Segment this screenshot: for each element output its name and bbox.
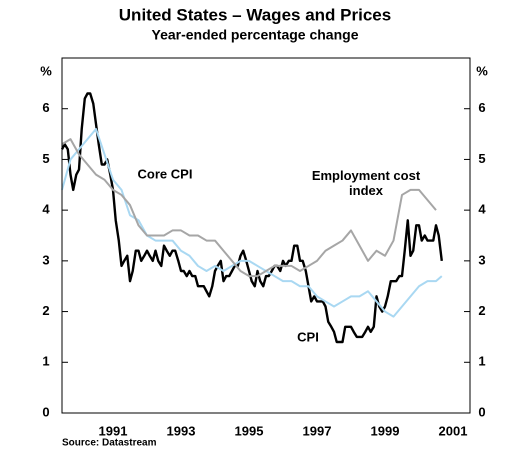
line-series [61, 128, 443, 318]
y2-tick-label: 6 [478, 100, 485, 115]
y-tick-label: 5 [42, 151, 49, 166]
x-tick-label: 1999 [371, 423, 400, 438]
y-tick-label: 0 [42, 404, 49, 419]
line-series [61, 138, 437, 278]
y-axis-label: % [40, 63, 52, 78]
x-tick-label: 1993 [167, 423, 196, 438]
y-tick-label: 4 [42, 202, 50, 217]
x-tick-label: 1991 [99, 423, 128, 438]
y-tick-label: 6 [42, 100, 49, 115]
y-tick-label: 3 [42, 252, 49, 267]
y-tick-label: 2 [42, 303, 49, 318]
y2-tick-label: 5 [478, 151, 485, 166]
y2-axis-label: % [476, 63, 488, 78]
x-tick-label: 1997 [303, 423, 332, 438]
y2-tick-label: 2 [478, 303, 485, 318]
y2-tick-label: 4 [478, 202, 486, 217]
annotation: Employment cost index [311, 168, 421, 198]
y2-tick-label: 0 [478, 404, 485, 419]
source-note: Source: Datastream [62, 438, 157, 449]
y2-tick-label: 3 [478, 252, 485, 267]
annotation: Core CPI [138, 166, 193, 181]
x-tick-label: 2001 [439, 423, 468, 438]
annotation: CPI [297, 329, 319, 344]
annotation-box: Employment cost index [311, 168, 421, 198]
plot-frame [61, 57, 471, 414]
y2-tick-label: 1 [478, 354, 485, 369]
x-tick-label: 1995 [235, 423, 264, 438]
y-tick-label: 1 [42, 354, 49, 369]
chart-title: United States – Wages and Prices [119, 5, 391, 24]
chart-subtitle: Year-ended percentage change [152, 27, 359, 43]
